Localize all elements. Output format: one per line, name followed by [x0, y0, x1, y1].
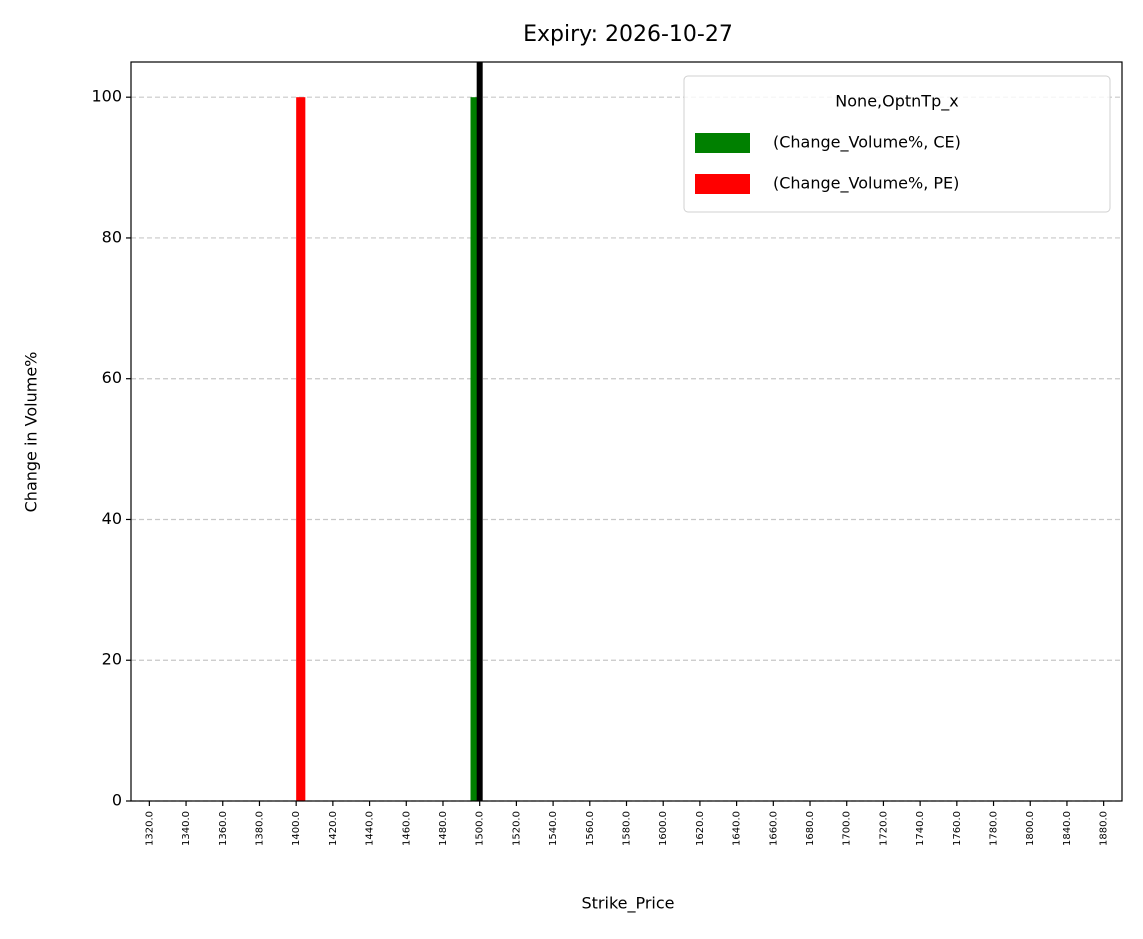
x-tick-label: 1400.0: [291, 811, 302, 846]
x-tick-label: 1380.0: [254, 811, 265, 846]
y-tick-label: 0: [112, 791, 122, 810]
x-tick-label: 1840.0: [1062, 811, 1073, 846]
legend-label: (Change_Volume%, PE): [773, 174, 959, 194]
x-tick-label: 1500.0: [475, 811, 486, 846]
x-tick-label: 1580.0: [622, 811, 633, 846]
x-tick-label: 1520.0: [511, 811, 522, 846]
chart-title: Expiry: 2026-10-27: [523, 22, 733, 47]
bar: [296, 97, 306, 801]
x-tick-label: 1760.0: [952, 811, 963, 846]
x-tick-label: 1800.0: [1025, 811, 1036, 846]
x-tick-label: 1360.0: [218, 811, 229, 846]
legend-swatch: [695, 133, 750, 153]
y-tick-label: 60: [102, 368, 122, 387]
y-tick-label: 40: [102, 509, 122, 528]
x-tick-label: 1320.0: [144, 811, 155, 846]
plot-frame: [130, 61, 1123, 802]
x-tick-label: 1480.0: [438, 811, 449, 846]
legend-box: [683, 75, 1111, 213]
x-tick-label: 1700.0: [842, 811, 853, 846]
y-tick-label: 20: [102, 650, 122, 669]
x-tick-label: 1340.0: [181, 811, 192, 846]
x-tick-label: 1640.0: [732, 811, 743, 846]
x-axis-label: Strike_Price: [581, 894, 674, 914]
legend-title: None,OptnTp_x: [835, 92, 958, 112]
x-tick-label: 1680.0: [805, 811, 816, 846]
legend-swatch: [695, 174, 750, 194]
x-tick-label: 1620.0: [695, 811, 706, 846]
x-tick-label: 1660.0: [768, 811, 779, 846]
y-axis-label: Change in Volume%: [22, 352, 41, 513]
x-tick-label: 1880.0: [1099, 811, 1110, 846]
x-tick-label: 1740.0: [915, 811, 926, 846]
y-tick-label: 100: [91, 87, 122, 106]
bar: [470, 97, 480, 801]
x-tick-label: 1420.0: [328, 811, 339, 846]
legend: None,OptnTp_x (Change_Volume%, CE) (Change…: [683, 75, 1111, 213]
x-tick-label: 1560.0: [585, 811, 596, 846]
x-tick-label: 1600.0: [658, 811, 669, 846]
x-tick-label: 1780.0: [989, 811, 1000, 846]
x-tick-label: 1720.0: [878, 811, 889, 846]
x-tick-label: 1460.0: [401, 811, 412, 846]
legend-label: (Change_Volume%, CE): [773, 133, 961, 153]
x-tick-label: 1540.0: [548, 811, 559, 846]
y-tick-label: 80: [102, 227, 122, 246]
x-tick-label: 1440.0: [365, 811, 376, 846]
